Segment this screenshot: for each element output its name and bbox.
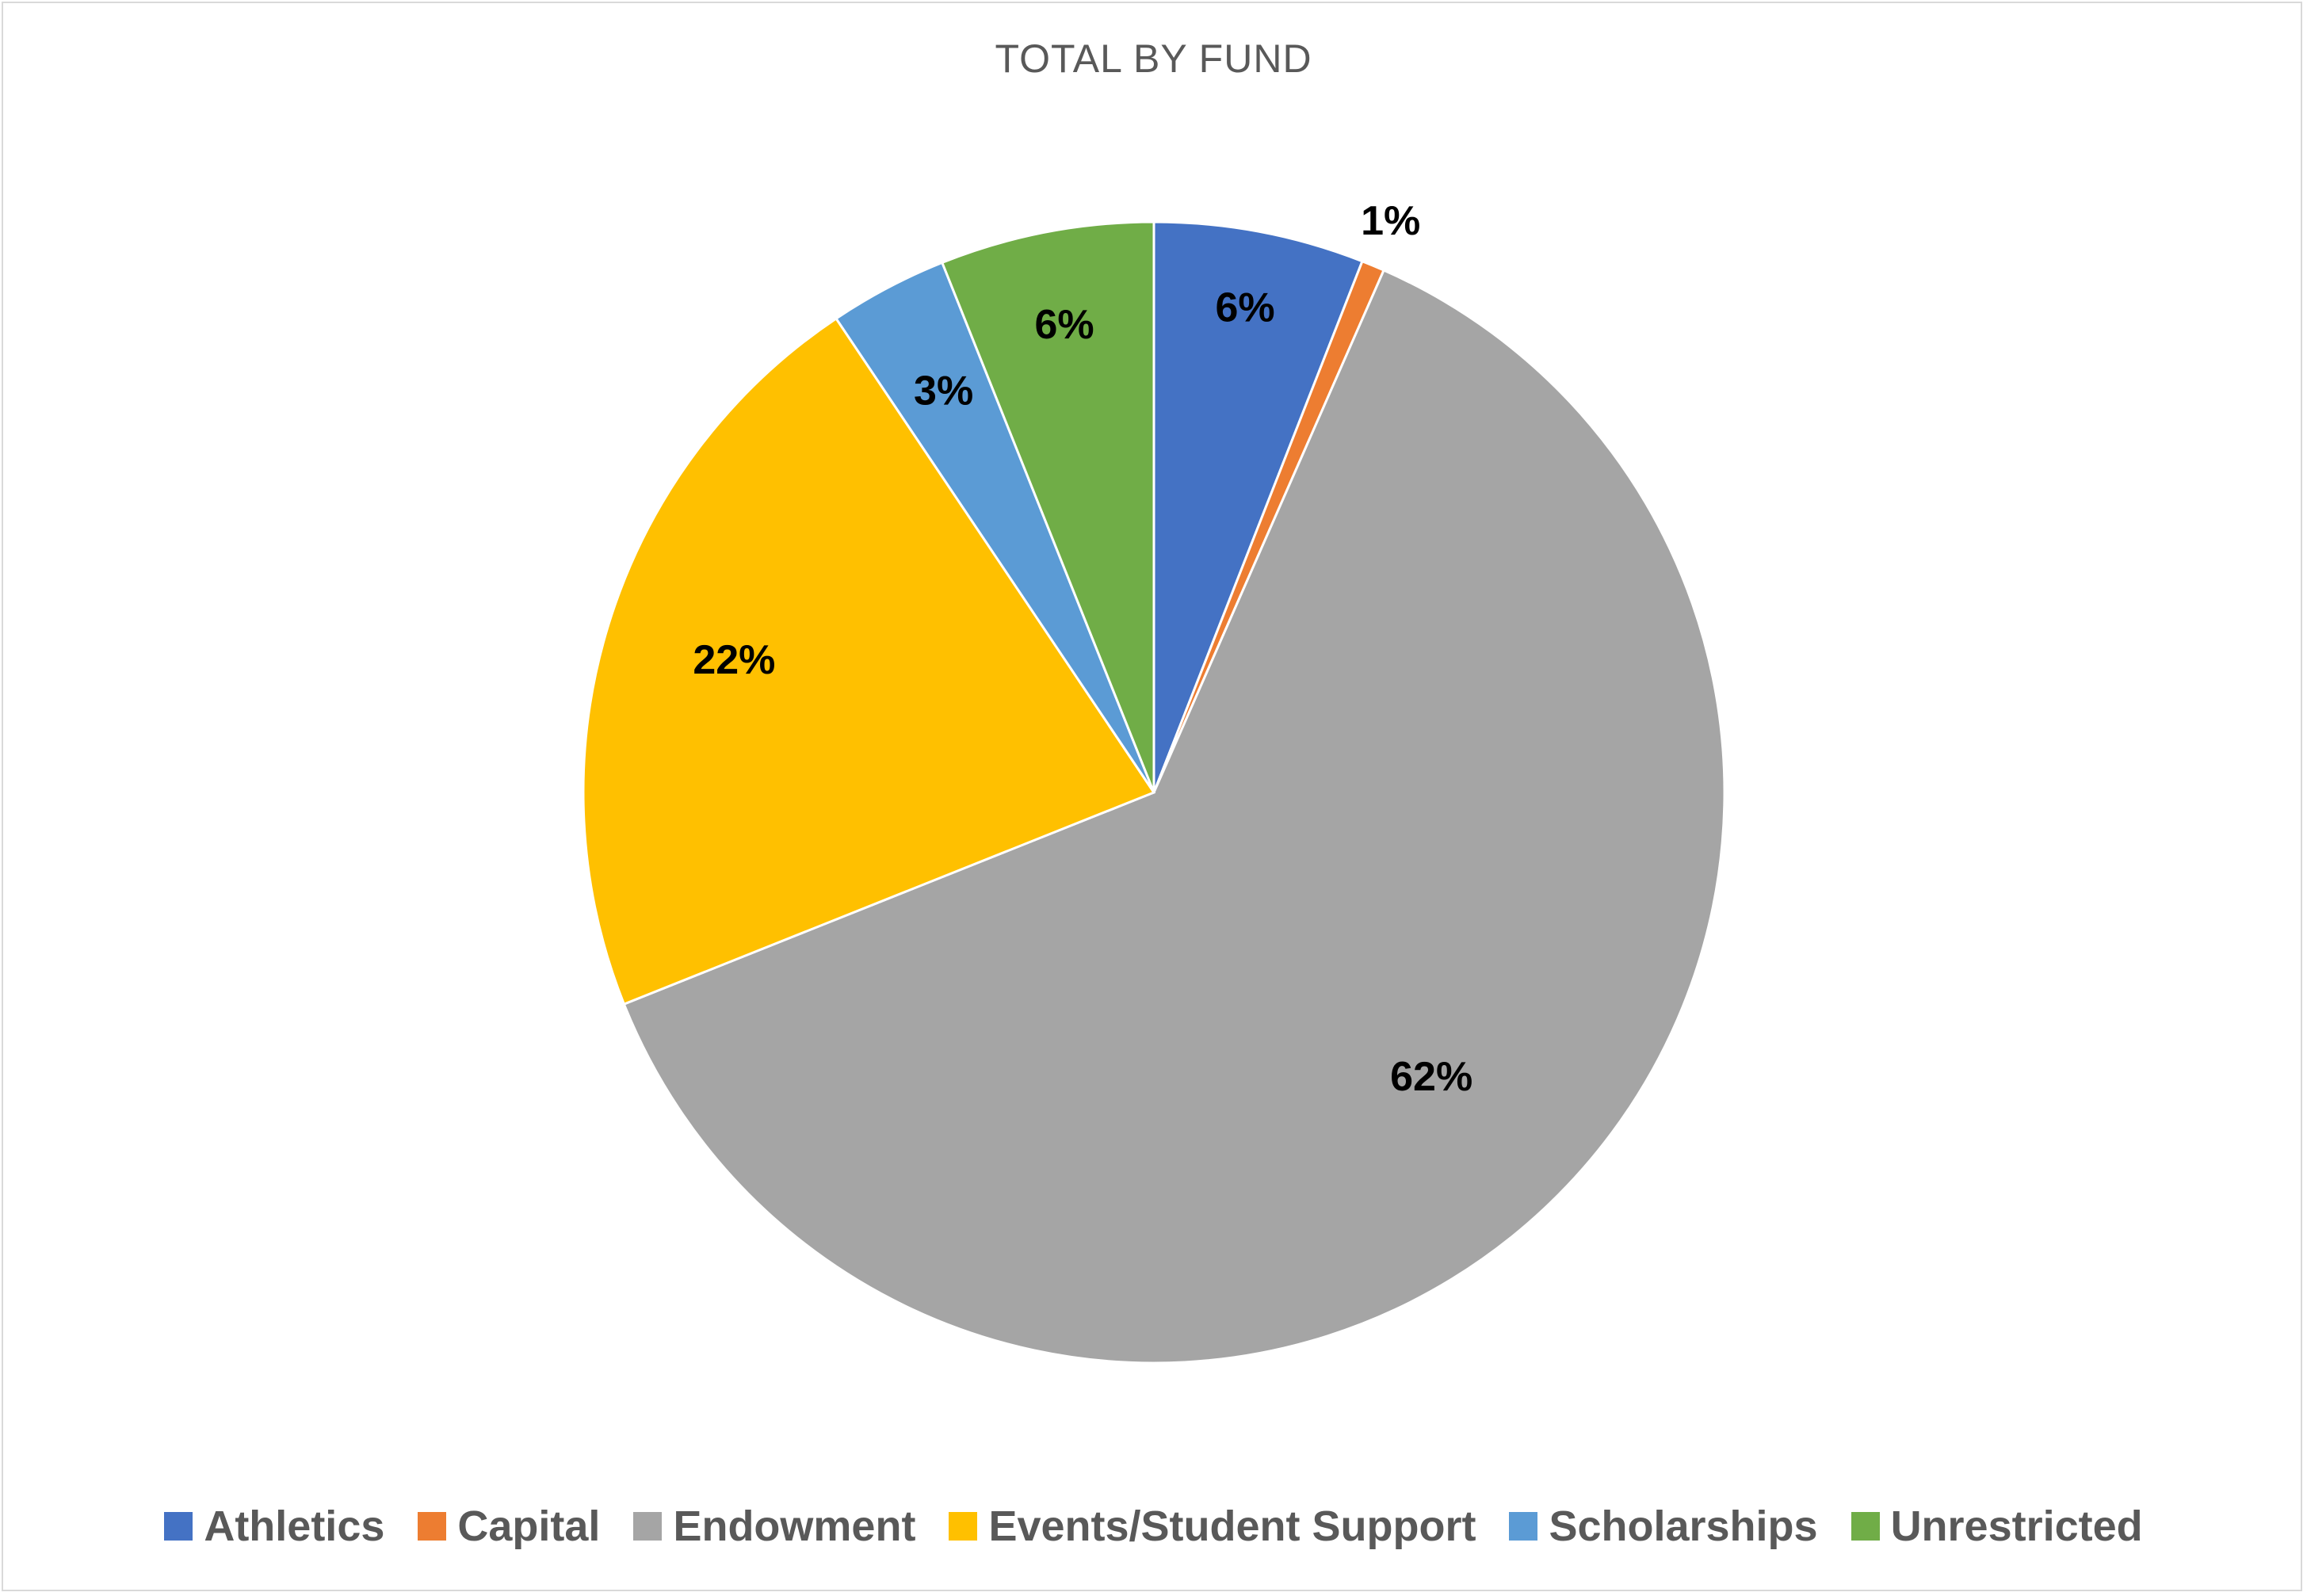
- legend-item-capital: Capital: [418, 1502, 600, 1551]
- legend-item-events-student-support: Events/Student Support: [949, 1502, 1476, 1551]
- pie-slice-endowment: [622, 269, 1726, 1365]
- data-label-unrestricted: 6%: [1035, 302, 1094, 348]
- data-label-athletics: 6%: [1215, 284, 1274, 330]
- legend-swatch: [1851, 1512, 1880, 1541]
- legend-item-scholarships: Scholarships: [1509, 1502, 1818, 1551]
- data-label-events-student-support: 22%: [693, 637, 775, 683]
- pie-slice-events-student-support: [582, 316, 1156, 1006]
- legend: Athletics Capital Endowment Events/Student …: [0, 1502, 2307, 1551]
- legend-swatch: [1509, 1512, 1538, 1541]
- data-label-scholarships: 3%: [914, 368, 973, 414]
- legend-label: Unrestricted: [1890, 1502, 2143, 1550]
- legend-swatch: [418, 1512, 447, 1541]
- legend-label: Endowment: [673, 1502, 916, 1550]
- legend-label: Scholarships: [1549, 1502, 1818, 1550]
- pie-slice-unrestricted: [940, 220, 1155, 793]
- legend-item-athletics: Athletics: [164, 1502, 384, 1551]
- data-label-endowment: 62%: [1390, 1054, 1472, 1100]
- legend-label: Athletics: [204, 1502, 385, 1550]
- chart-title: TOTAL BY FUND: [995, 36, 1312, 81]
- legend-swatch: [633, 1512, 663, 1541]
- legend-swatch: [164, 1512, 193, 1541]
- legend-item-unrestricted: Unrestricted: [1851, 1502, 2143, 1551]
- legend-label: Capital: [457, 1502, 601, 1550]
- data-label-capital: 1%: [1361, 198, 1420, 244]
- legend-label: Events/Student Support: [988, 1502, 1476, 1550]
- legend-item-endowment: Endowment: [633, 1502, 915, 1551]
- legend-swatch: [949, 1512, 978, 1541]
- pie-slice-athletics: [1152, 220, 1364, 793]
